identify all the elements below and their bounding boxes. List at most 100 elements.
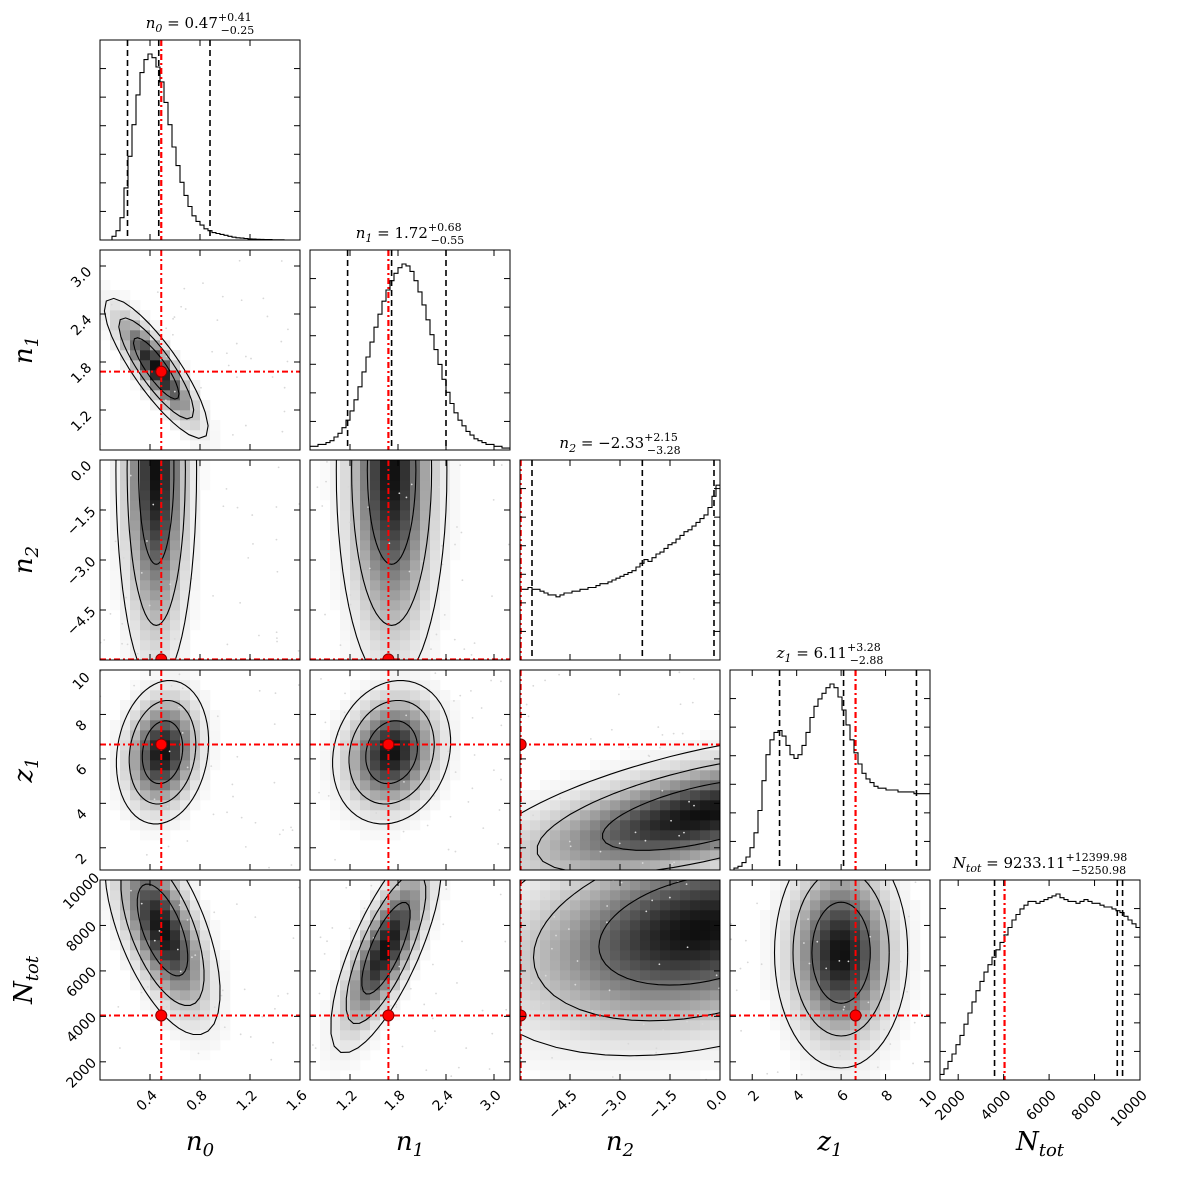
contour-line [138, 460, 175, 565]
density-cell [120, 480, 131, 491]
density-cell [350, 940, 361, 951]
density-cell [430, 790, 441, 801]
density-cell [130, 620, 141, 631]
density-cell [420, 720, 431, 731]
sample-point [199, 928, 201, 930]
density-cell [590, 810, 601, 821]
density-cell [660, 910, 671, 921]
sample-point [226, 643, 229, 646]
density-cell [360, 480, 371, 491]
density-cell [710, 1000, 720, 1011]
density-cell [380, 600, 391, 611]
density-panel-n0-z1 [100, 670, 300, 870]
sample-point [461, 940, 463, 943]
density-cell [420, 750, 431, 761]
density-cell [370, 940, 381, 951]
density-cell [630, 800, 641, 811]
sample-point [168, 750, 171, 753]
density-cell [660, 990, 671, 1001]
density-cell [550, 920, 561, 931]
density-cell [150, 970, 161, 981]
density-cell [700, 920, 711, 931]
density-cell [350, 650, 361, 660]
density-cell [130, 470, 141, 481]
density-cell [170, 410, 181, 421]
density-cell [400, 590, 411, 601]
density-cell [170, 490, 181, 501]
sample-point [290, 864, 293, 866]
density-cell [350, 720, 361, 731]
density-cell [380, 520, 391, 531]
density-cell [360, 1010, 371, 1021]
density-cell [650, 790, 661, 801]
density-cell [150, 390, 161, 401]
density-cell [810, 900, 821, 911]
density-cell [330, 540, 341, 551]
density-cell [770, 980, 781, 991]
density-cell [120, 470, 131, 481]
density-cell [160, 640, 171, 651]
density-cell [340, 700, 351, 711]
density-cell [120, 640, 131, 651]
histogram-panel-n1 [310, 250, 510, 450]
sample-point [672, 732, 675, 735]
density-cell [840, 890, 851, 901]
density-cell [360, 950, 371, 961]
density-cell [880, 1020, 891, 1031]
density-cell [170, 950, 181, 961]
density-cell [890, 1010, 901, 1021]
density-cell [150, 480, 161, 491]
density-cell [610, 840, 621, 851]
density-cell [340, 1020, 351, 1031]
density-cell [810, 1020, 821, 1031]
density-cell [340, 510, 351, 521]
sample-point [671, 863, 674, 865]
density-cell [580, 1050, 591, 1061]
sample-point [766, 1072, 769, 1075]
density-cell [400, 810, 411, 821]
density-cell [170, 580, 181, 591]
density-cell [710, 1010, 720, 1021]
density-cell [880, 920, 891, 931]
density-cell [440, 880, 451, 891]
density-cell [650, 890, 661, 901]
density-cell [440, 700, 451, 711]
density-cell [330, 1050, 341, 1061]
density-cell [560, 830, 571, 841]
density-cell [140, 340, 151, 351]
density-cell [380, 890, 391, 901]
sample-point [574, 1014, 576, 1017]
density-cell [600, 980, 611, 991]
density-cell [140, 520, 151, 531]
density-cell [690, 820, 701, 831]
density-cell [390, 720, 401, 731]
density-cell [120, 320, 131, 331]
density-cell [180, 1030, 191, 1041]
density-cell [130, 700, 141, 711]
density-cell [380, 590, 391, 601]
density-cell [120, 740, 131, 751]
density-cell [100, 330, 111, 341]
density-cell [600, 960, 611, 971]
density-cell [120, 590, 131, 601]
density-cell [590, 950, 601, 961]
density-cell [150, 990, 161, 1001]
density-cell [370, 810, 381, 821]
density-cell [190, 890, 201, 901]
sample-point [283, 410, 286, 413]
density-cell [360, 810, 371, 821]
histogram-step [730, 683, 930, 870]
density-cell [170, 650, 181, 660]
density-cell [410, 900, 421, 911]
sample-point [912, 1062, 914, 1065]
density-cell [560, 960, 571, 971]
density-cell [610, 940, 621, 951]
density-cell [890, 1030, 901, 1041]
density-cell [710, 910, 720, 921]
density-cell [370, 760, 381, 771]
density-cell [580, 1040, 591, 1051]
density-cell [900, 930, 911, 941]
density-cell [560, 940, 571, 951]
density-cell [210, 430, 221, 441]
density-cell [400, 700, 411, 711]
